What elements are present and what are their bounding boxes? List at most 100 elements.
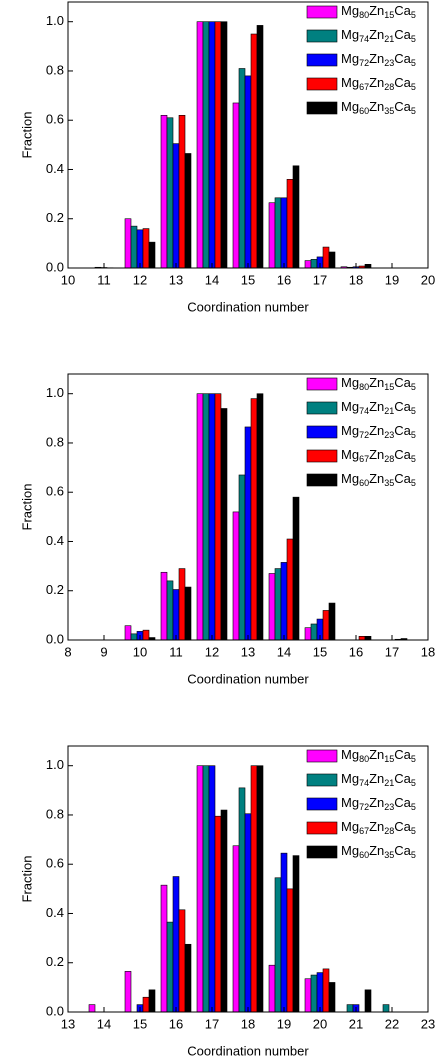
bar [292,855,300,1013]
x-tick-label: 14 [97,1016,111,1031]
bar [268,964,276,1013]
bar [184,153,192,269]
x-axis-title: Coordination number [187,1043,309,1058]
x-tick-label: 17 [205,1016,219,1031]
x-tick-label: 16 [169,1016,183,1031]
legend-label: Mg80Zn15Ca5 [341,3,416,20]
y-tick-label: 0.8 [46,434,64,449]
x-tick-label: 13 [241,644,255,659]
bar [178,114,186,269]
x-tick-label: 11 [97,272,111,287]
bar [160,571,168,641]
x-tick-label: 18 [349,272,363,287]
bar [238,68,246,269]
legend-label: Mg72Zn23Ca5 [341,51,416,68]
bar [286,888,294,1013]
bar [214,21,222,269]
y-tick-label: 0.2 [46,954,64,969]
bar [238,474,246,641]
legend-label: Mg74Zn21Ca5 [341,399,416,416]
bar [142,228,150,269]
y-tick-label: 0.0 [46,259,64,274]
x-tick-label: 8 [64,644,71,659]
x-tick-label: 9 [100,644,107,659]
bar [220,809,228,1013]
bar [244,813,252,1013]
bar [196,21,204,269]
x-tick-label: 12 [133,272,147,287]
legend-swatch [306,377,338,391]
bar [172,143,180,269]
x-tick-label: 15 [313,644,327,659]
y-axis-title: Fraction [19,856,34,903]
bar [202,765,210,1013]
y-axis-title: Fraction [19,484,34,531]
bar [256,393,264,641]
x-tick-label: 13 [61,1016,75,1031]
bar [274,568,282,641]
legend-swatch [306,5,338,19]
bar [136,229,144,269]
y-tick-label: 0.2 [46,210,64,225]
x-tick-label: 11 [169,644,183,659]
legend-label: Mg67Zn28Ca5 [341,447,416,464]
bar [208,393,216,641]
x-tick-label: 20 [421,272,435,287]
legend-label: Mg67Zn28Ca5 [341,819,416,836]
bar [268,202,276,269]
bar [166,921,174,1013]
y-tick-label: 0.6 [46,484,64,499]
bar [148,241,156,269]
bar [322,246,330,269]
x-tick-label: 21 [349,1016,363,1031]
bar [184,943,192,1013]
y-tick-label: 0.8 [46,806,64,821]
bar [274,877,282,1013]
bar [208,21,216,269]
legend-label: Mg60Zn35Ca5 [341,99,416,116]
bar [232,102,240,269]
legend-swatch [306,101,338,115]
bar [184,586,192,641]
bar [328,251,336,269]
bar [304,978,312,1013]
x-tick-label: 17 [313,272,327,287]
x-tick-label: 14 [205,272,219,287]
legend-swatch [306,797,338,811]
legend-swatch [306,449,338,463]
bar [88,1004,96,1013]
bar [232,511,240,641]
bar [130,225,138,269]
x-tick-label: 17 [385,644,399,659]
bar [172,589,180,641]
x-tick-label: 22 [385,1016,399,1031]
x-tick-label: 23 [421,1016,435,1031]
bar [304,260,312,269]
y-tick-label: 0.0 [46,631,64,646]
y-tick-label: 1.0 [46,757,64,772]
legend-swatch [306,821,338,835]
y-tick-label: 0.4 [46,161,64,176]
bar [166,117,174,269]
legend-swatch [306,773,338,787]
x-tick-label: 10 [61,272,75,287]
legend-label: Mg60Zn35Ca5 [341,843,416,860]
bar [322,610,330,641]
bar [250,398,258,641]
x-tick-label: 18 [241,1016,255,1031]
legend-label: Mg74Zn21Ca5 [341,27,416,44]
bar [178,909,186,1013]
bar [316,972,324,1013]
bar [130,633,138,641]
bar [172,876,180,1013]
y-tick-label: 0.6 [46,856,64,871]
x-tick-label: 15 [133,1016,147,1031]
bar [280,562,288,641]
legend-label: Mg80Zn15Ca5 [341,747,416,764]
bar [382,1004,390,1013]
bar [232,845,240,1013]
x-tick-label: 16 [277,272,291,287]
bar [310,259,318,269]
bar [304,627,312,641]
